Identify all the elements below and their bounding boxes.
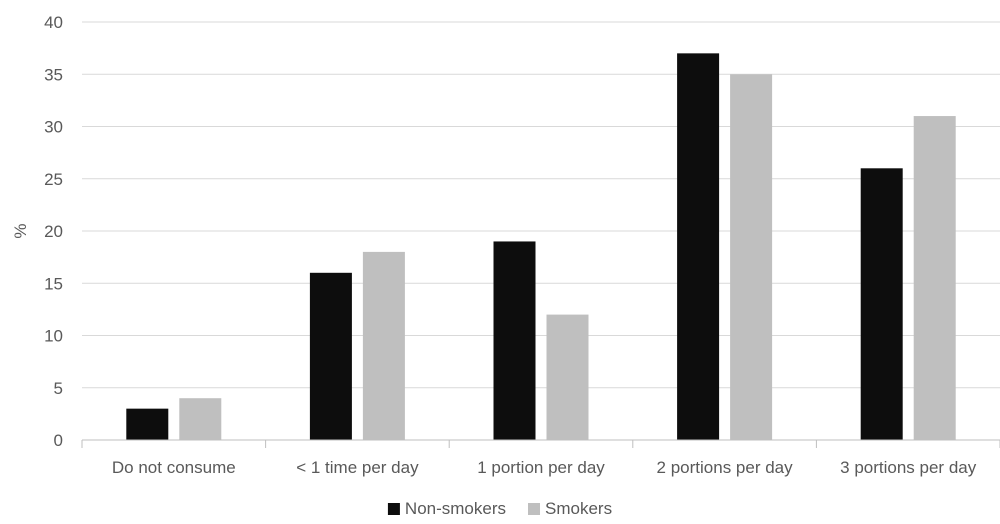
legend-item: Non-smokers [387, 499, 506, 518]
y-tick-label: 5 [54, 379, 63, 398]
category-label: 1 portion per day [477, 458, 605, 477]
y-tick-label: 0 [54, 431, 63, 450]
bar-non-smokers [126, 408, 169, 440]
y-axis-title: % [11, 223, 30, 238]
category-label: 3 portions per day [840, 458, 977, 477]
legend-label: Smokers [545, 499, 612, 518]
legend-label: Non-smokers [405, 499, 506, 518]
legend-swatch [387, 503, 400, 515]
y-tick-label: 40 [44, 13, 63, 32]
category-labels: Do not consume < 1 time per day 1 portion … [112, 458, 977, 477]
legend-item: Smokers [528, 499, 612, 518]
legend: Non-smokers Smokers [387, 499, 612, 518]
x-axis [81, 439, 1000, 448]
bar-smokers [546, 314, 589, 440]
y-tick-label: 15 [44, 274, 63, 293]
bar-non-smokers [677, 53, 720, 440]
bar-non-smokers [860, 168, 903, 441]
y-tick-label: 35 [44, 65, 63, 84]
y-tick-label: 10 [44, 327, 63, 346]
y-tick-label: 30 [44, 118, 63, 137]
category-label: 2 portions per day [657, 458, 794, 477]
bar-non-smokers [493, 241, 536, 440]
bar-non-smokers [309, 272, 352, 440]
y-tick-label: 20 [44, 222, 63, 241]
bar-smokers [179, 398, 222, 440]
bars [126, 53, 956, 441]
y-tick-labels: 0 5 10 15 20 25 30 35 40 [44, 13, 63, 450]
category-label: Do not consume [112, 458, 236, 477]
bar-smokers [913, 116, 956, 441]
bar-smokers [730, 74, 773, 440]
bar-smokers [362, 251, 405, 440]
y-tick-label: 25 [44, 170, 63, 189]
gridlines [82, 21, 1000, 389]
legend-swatch [528, 503, 541, 515]
category-label: < 1 time per day [296, 458, 419, 477]
